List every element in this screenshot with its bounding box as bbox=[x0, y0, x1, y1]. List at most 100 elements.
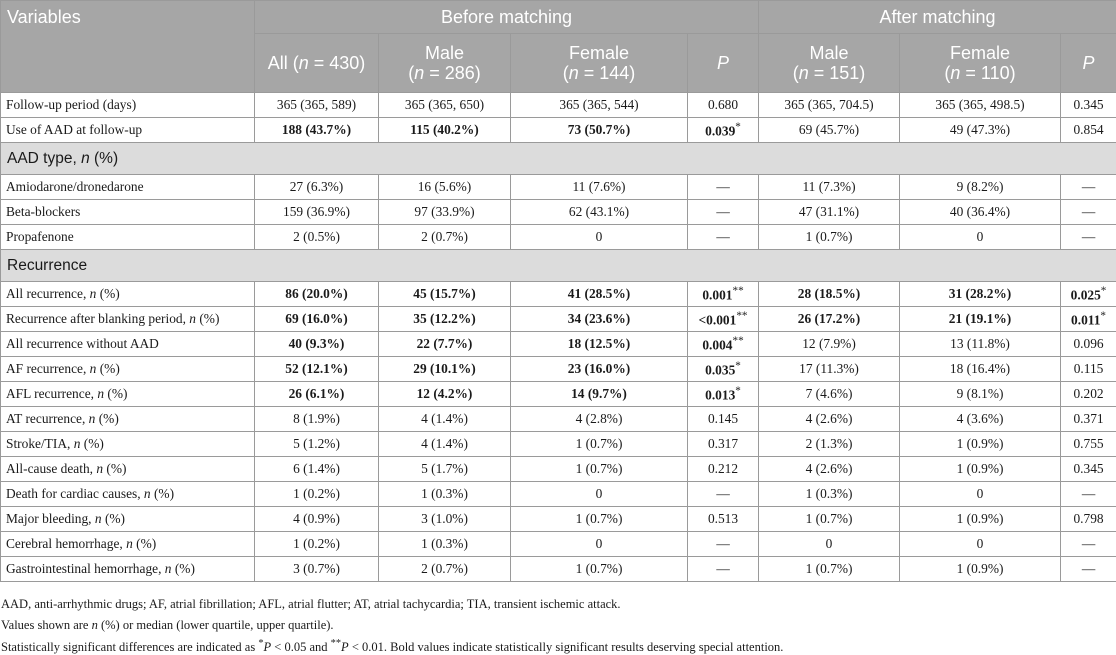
before-male-value: 4 (1.4%) bbox=[379, 432, 511, 457]
before-p-value: — bbox=[688, 200, 759, 225]
all-value-text: 3 (0.7%) bbox=[293, 561, 340, 576]
after-male-value-text: 365 (365, 704.5) bbox=[784, 97, 873, 112]
before-female-value: 18 (12.5%) bbox=[511, 332, 688, 357]
after-female-value-text: 9 (8.1%) bbox=[957, 386, 1004, 401]
before-p-value-text: 0.001 bbox=[702, 287, 732, 302]
after-female-value: 13 (11.8%) bbox=[900, 332, 1061, 357]
all-value: 8 (1.9%) bbox=[255, 407, 379, 432]
row-label: Stroke/TIA, n (%) bbox=[1, 432, 255, 457]
all-value-text: 159 (36.9%) bbox=[283, 204, 350, 219]
after-female-value: 0 bbox=[900, 532, 1061, 557]
after-male-value-text: 1 (0.7%) bbox=[806, 561, 853, 576]
before-female-value-text: 1 (0.7%) bbox=[576, 511, 623, 526]
before-p-value-text: 0.680 bbox=[708, 97, 738, 112]
all-value: 52 (12.1%) bbox=[255, 357, 379, 382]
after-male-value: 1 (0.7%) bbox=[759, 557, 900, 582]
after-male-value: 1 (0.7%) bbox=[759, 225, 900, 250]
before-p-value: 0.680 bbox=[688, 93, 759, 118]
significance-mark: ** bbox=[733, 335, 744, 347]
before-male-value-text: 4 (1.4%) bbox=[421, 436, 468, 451]
before-p-value-text: 0.035 bbox=[705, 362, 735, 377]
after-p-value-text: 0.202 bbox=[1073, 386, 1103, 401]
before-female-value: 41 (28.5%) bbox=[511, 282, 688, 307]
row-label-text: Beta-blockers bbox=[6, 204, 80, 219]
after-male-column-header: Male(n = 151) bbox=[759, 34, 900, 93]
after-p-value: 0.371 bbox=[1061, 407, 1116, 432]
after-male-value-text: 1 (0.3%) bbox=[806, 486, 853, 501]
section-label-aad-type: AAD type, n (%) bbox=[1, 143, 1116, 175]
after-female-value: 0 bbox=[900, 225, 1061, 250]
row-label-text: AFL recurrence, bbox=[6, 386, 97, 401]
before-male-value-text: 2 (0.7%) bbox=[421, 229, 468, 244]
all-value-text: 86 (20.0%) bbox=[285, 286, 347, 301]
before-p-value-text: — bbox=[716, 486, 729, 501]
before-p-value: 0.013* bbox=[688, 382, 759, 407]
after-p-value-text: — bbox=[1082, 486, 1095, 501]
table-row: Cerebral hemorrhage, n (%)1 (0.2%)1 (0.3… bbox=[1, 532, 1116, 557]
row-label-text: Gastrointestinal hemorrhage, bbox=[6, 561, 165, 576]
table-row: Death for cardiac causes, n (%)1 (0.2%)1… bbox=[1, 482, 1116, 507]
after-female-value: 9 (8.1%) bbox=[900, 382, 1061, 407]
footnote-abbreviations: AAD, anti-arrhythmic drugs; AF, atrial f… bbox=[1, 597, 1111, 612]
before-female-value: 4 (2.8%) bbox=[511, 407, 688, 432]
before-female-value-text: 41 (28.5%) bbox=[568, 286, 630, 301]
after-male-value: 12 (7.9%) bbox=[759, 332, 900, 357]
table-row: AF recurrence, n (%)52 (12.1%)29 (10.1%)… bbox=[1, 357, 1116, 382]
before-male-value: 4 (1.4%) bbox=[379, 407, 511, 432]
before-male-column-header: Male(n = 286) bbox=[379, 34, 511, 93]
section-row-aad-type: AAD type, n (%) bbox=[1, 143, 1116, 175]
all-value: 5 (1.2%) bbox=[255, 432, 379, 457]
table-body: Follow-up period (days)365 (365, 589)365… bbox=[1, 93, 1116, 582]
before-male-value-text: 115 (40.2%) bbox=[410, 122, 478, 137]
row-label-text: AT recurrence, bbox=[6, 411, 89, 426]
all-value-text: 69 (16.0%) bbox=[285, 311, 347, 326]
before-male-value-text: 45 (15.7%) bbox=[413, 286, 475, 301]
after-female-value-text: 40 (36.4%) bbox=[950, 204, 1010, 219]
after-male-value-text: 69 (45.7%) bbox=[799, 122, 859, 137]
after-female-value-text: 13 (11.8%) bbox=[950, 336, 1010, 351]
after-p-value-text: 0.371 bbox=[1073, 411, 1103, 426]
results-table: Variables Before matching After matching… bbox=[0, 0, 1116, 582]
before-p-value-text: 0.013 bbox=[705, 387, 735, 402]
all-value: 86 (20.0%) bbox=[255, 282, 379, 307]
after-p-value-text: — bbox=[1082, 204, 1095, 219]
after-p-value-text: 0.115 bbox=[1074, 361, 1104, 376]
after-female-value: 9 (8.2%) bbox=[900, 175, 1061, 200]
after-p-value-text: — bbox=[1082, 229, 1095, 244]
table-row: AT recurrence, n (%)8 (1.9%)4 (1.4%)4 (2… bbox=[1, 407, 1116, 432]
before-male-value: 115 (40.2%) bbox=[379, 118, 511, 143]
section-text-italic: n bbox=[81, 150, 90, 167]
after-p-value-text: 0.011 bbox=[1071, 312, 1100, 327]
all-value: 26 (6.1%) bbox=[255, 382, 379, 407]
all-value: 1 (0.2%) bbox=[255, 532, 379, 557]
section-text: (%) bbox=[90, 150, 118, 167]
after-p-value-text: 0.755 bbox=[1073, 436, 1103, 451]
after-p-value: — bbox=[1061, 200, 1116, 225]
before-female-value: 1 (0.7%) bbox=[511, 507, 688, 532]
footnote-significance: Statistically significant differences ar… bbox=[1, 638, 1111, 655]
after-male-value: 17 (11.3%) bbox=[759, 357, 900, 382]
row-label: All recurrence, n (%) bbox=[1, 282, 255, 307]
after-p-value: 0.025* bbox=[1061, 282, 1116, 307]
after-male-value-text: 1 (0.7%) bbox=[806, 511, 853, 526]
before-male-value: 97 (33.9%) bbox=[379, 200, 511, 225]
after-male-value: 4 (2.6%) bbox=[759, 407, 900, 432]
after-p-value-text: 0.096 bbox=[1073, 336, 1103, 351]
significance-mark: ** bbox=[733, 285, 744, 297]
all-value-text: 2 (0.5%) bbox=[293, 229, 340, 244]
before-male-value: 365 (365, 650) bbox=[379, 93, 511, 118]
before-p-value: 0.145 bbox=[688, 407, 759, 432]
after-female-value-text: 0 bbox=[977, 536, 984, 551]
after-male-value-text: 28 (18.5%) bbox=[798, 286, 860, 301]
row-label: AT recurrence, n (%) bbox=[1, 407, 255, 432]
all-value-text: 4 (0.9%) bbox=[293, 511, 340, 526]
after-male-value-text: 7 (4.6%) bbox=[806, 386, 853, 401]
before-male-value-text: 16 (5.6%) bbox=[418, 179, 472, 194]
after-male-value-text: 47 (31.1%) bbox=[799, 204, 859, 219]
before-female-value-text: 18 (12.5%) bbox=[568, 336, 630, 351]
before-p-value-text: 0.004 bbox=[702, 337, 732, 352]
before-female-value: 365 (365, 544) bbox=[511, 93, 688, 118]
before-female-value: 11 (7.6%) bbox=[511, 175, 688, 200]
